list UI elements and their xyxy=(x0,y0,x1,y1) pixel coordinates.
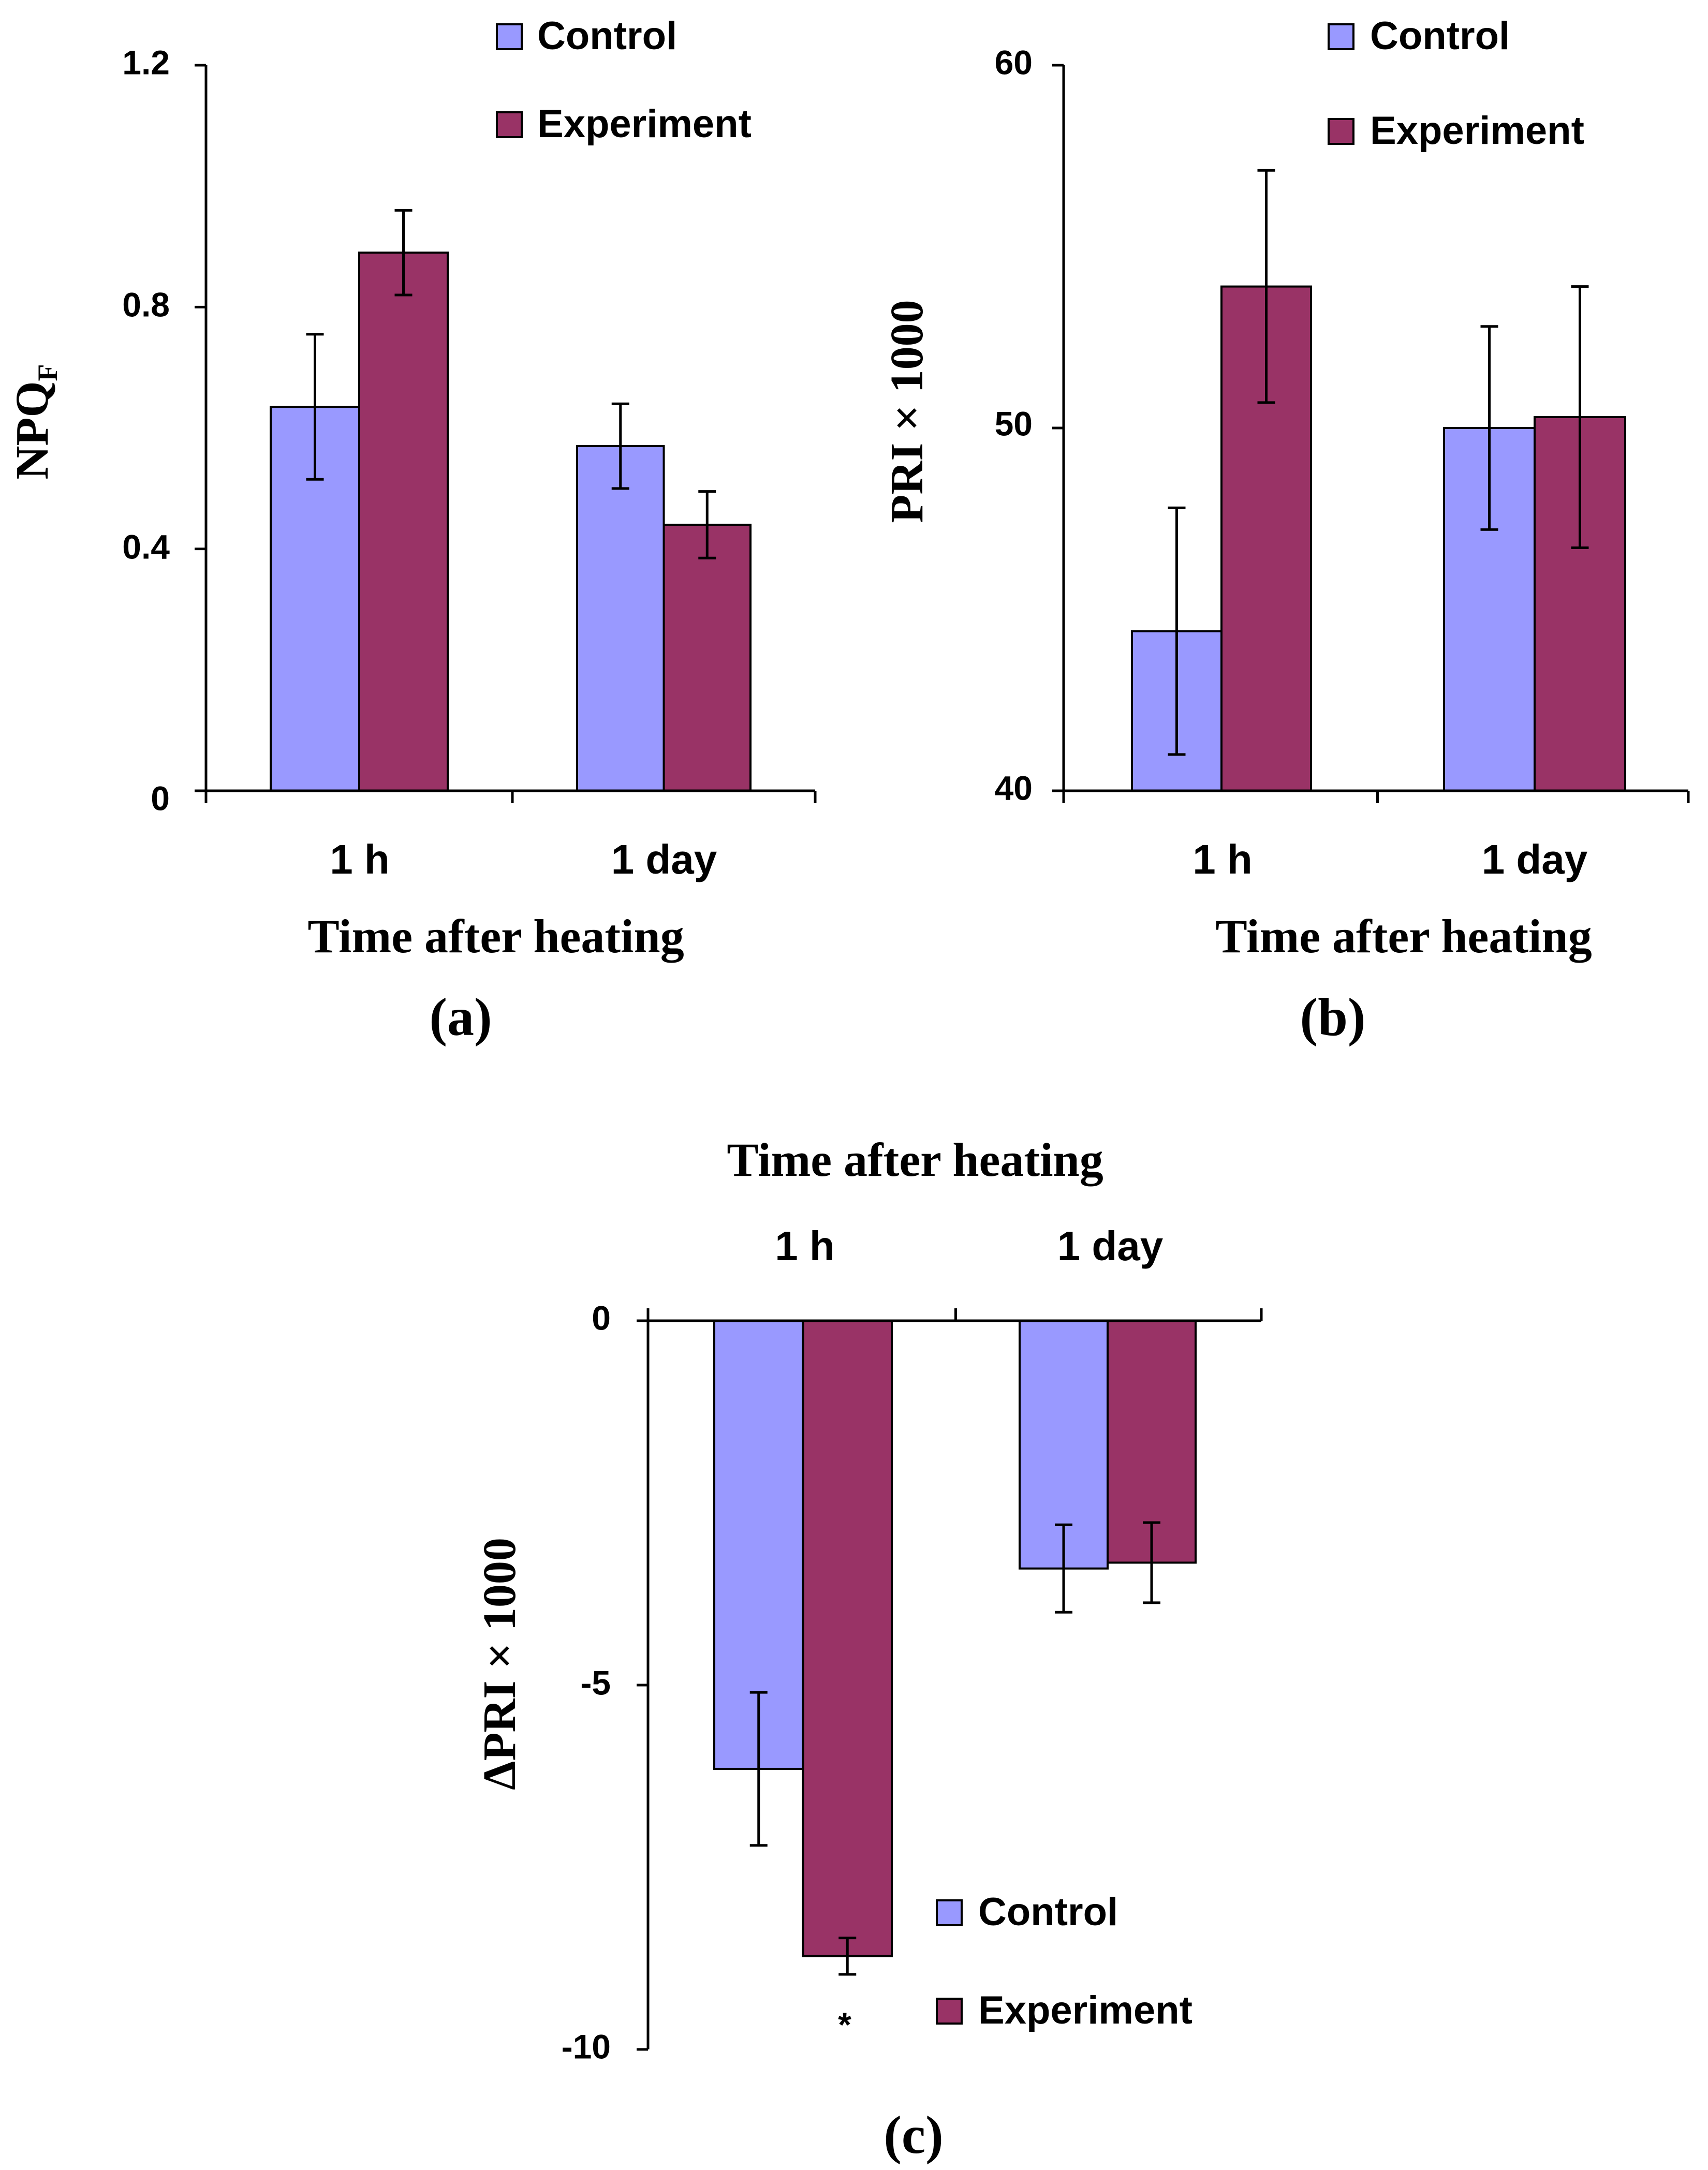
legend: Control Experiment xyxy=(1328,14,1584,153)
y-tick-label: -10 xyxy=(562,2027,611,2065)
legend-swatch-experiment xyxy=(496,111,523,138)
y-tick-label: 0.4 xyxy=(122,527,170,566)
legend-label-experiment: Experiment xyxy=(537,102,752,146)
panel-label: (b) xyxy=(1300,987,1365,1047)
legend-label-experiment: Experiment xyxy=(1370,109,1584,153)
x-axis-title: Time after heating xyxy=(1215,910,1592,963)
panel-label: (c) xyxy=(884,2105,943,2165)
panel-c-marks xyxy=(637,1308,1263,2051)
legend-swatch-experiment xyxy=(1328,118,1354,145)
legend-label-experiment: Experiment xyxy=(978,1988,1192,2032)
y-tick-label: 0 xyxy=(592,1298,611,1337)
legend: Control Experiment xyxy=(936,1890,1192,2032)
legend-swatch-experiment xyxy=(936,1998,963,2025)
x-category-label: 1 day xyxy=(1057,1223,1164,1269)
y-axis-title: ΔPRI × 1000 xyxy=(474,1538,525,1790)
panel-a-y-tick-labels: 0 0.4 0.8 1.2 xyxy=(122,43,170,817)
y-tick-label: 0.8 xyxy=(122,285,170,323)
panel-b-marks xyxy=(1052,64,1690,803)
y-axis-title: PRI × 1000 xyxy=(881,300,933,523)
y-tick-label: 60 xyxy=(995,43,1033,81)
y-axis-title: NPQF xyxy=(7,364,63,480)
bar-experiment-0 xyxy=(802,1320,893,1957)
bar-experiment-0 xyxy=(358,252,449,792)
legend-label-control: Control xyxy=(537,14,677,58)
panel-b: 40 50 60 1 h 1 day Time after heating (b… xyxy=(881,14,1690,1047)
y-tick-label: 1.2 xyxy=(122,43,170,81)
y-tick-label: -5 xyxy=(580,1663,611,1702)
y-axis-title-subscript: F xyxy=(32,364,63,381)
x-axis-title: Time after heating xyxy=(727,1133,1103,1186)
y-tick-label: 40 xyxy=(995,769,1033,807)
legend-label-control: Control xyxy=(978,1890,1118,1934)
x-category-label: 1 h xyxy=(1192,836,1253,882)
x-category-label: 1 h xyxy=(775,1223,835,1269)
panel-b-y-tick-labels: 40 50 60 xyxy=(995,43,1033,807)
legend-swatch-control xyxy=(936,1899,963,1926)
x-category-label: 1 day xyxy=(1482,836,1588,882)
bar-control-1 xyxy=(576,445,665,792)
legend: Control Experiment xyxy=(496,14,752,146)
x-axis-title: Time after heating xyxy=(307,910,684,963)
legend-label-control: Control xyxy=(1370,14,1510,58)
x-category-label: 1 day xyxy=(611,836,717,882)
y-tick-label: 0 xyxy=(151,779,170,817)
legend-swatch-control xyxy=(496,23,523,50)
panel-label: (a) xyxy=(429,987,492,1047)
panel-a-marks xyxy=(195,64,817,803)
bar-experiment-1 xyxy=(662,523,752,792)
panel-c: -10 -5 0 Time after heating 1 h 1 day (c… xyxy=(474,1133,1263,2165)
significance-asterisk: * xyxy=(838,2005,851,2044)
panel-c-y-tick-labels: -10 -5 0 xyxy=(562,1298,611,2065)
x-category-label: 1 h xyxy=(330,836,390,882)
legend-swatch-control xyxy=(1328,23,1354,50)
y-axis-title-main: NPQ xyxy=(7,381,58,480)
panel-a: 0 0.4 0.8 1.2 1 h 1 day Time after heati… xyxy=(7,14,817,1047)
y-tick-label: 50 xyxy=(995,404,1033,442)
